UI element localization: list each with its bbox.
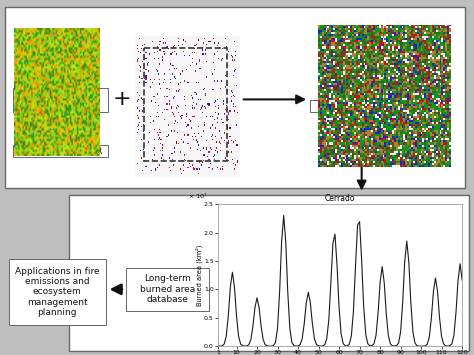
- FancyBboxPatch shape: [9, 259, 106, 325]
- Text: MODIS MIR and NIR: MODIS MIR and NIR: [19, 147, 102, 155]
- Text: Burn-sensitive
vegetation
index: Burn-sensitive vegetation index: [30, 85, 91, 115]
- FancyBboxPatch shape: [13, 88, 108, 112]
- Y-axis label: Burned area (km²): Burned area (km²): [195, 244, 202, 306]
- Text: Long-term
burned area
database: Long-term burned area database: [140, 274, 195, 304]
- Bar: [144, 48, 228, 161]
- Text: Multiple satellites
active fires: Multiple satellites active fires: [148, 143, 224, 162]
- FancyBboxPatch shape: [69, 195, 469, 351]
- FancyBboxPatch shape: [137, 144, 235, 162]
- Text: Applications in fire
emissions and
ecosystem
management
planning: Applications in fire emissions and ecosy…: [15, 267, 100, 317]
- FancyBboxPatch shape: [126, 268, 209, 311]
- Text: +: +: [113, 89, 132, 109]
- FancyBboxPatch shape: [13, 145, 108, 157]
- Title: Cerrado: Cerrado: [325, 194, 356, 203]
- Text: × 10⁷: × 10⁷: [189, 195, 206, 200]
- Text: Burned area maps: Burned area maps: [322, 101, 401, 110]
- FancyBboxPatch shape: [5, 7, 465, 188]
- FancyBboxPatch shape: [310, 100, 412, 112]
